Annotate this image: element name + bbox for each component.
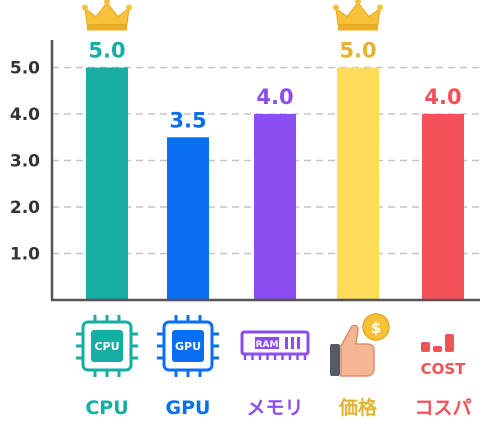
cost-bar	[445, 334, 454, 352]
thumb-hand	[340, 324, 375, 377]
cpu-chip-icon: CPU	[76, 315, 138, 377]
ram-cell	[291, 337, 294, 349]
data-label: 4.0	[424, 85, 461, 109]
gpu-chip-icon: GPU	[157, 315, 219, 377]
bar	[167, 137, 209, 300]
data-label: 3.5	[169, 108, 206, 132]
crown-band	[338, 24, 378, 31]
chip-core	[172, 330, 204, 362]
ram-module-icon: RAM	[240, 330, 310, 360]
bar	[86, 67, 128, 300]
y-tick-label: 2.0	[10, 198, 40, 218]
crown-body	[84, 1, 130, 25]
data-label: 5.0	[88, 39, 125, 63]
crown-jewel	[333, 4, 339, 11]
data-label: 4.0	[256, 85, 293, 109]
crown-jewel	[82, 4, 88, 11]
cost-bars-icon: COST	[421, 334, 467, 378]
coin-symbol: $	[371, 319, 381, 337]
cost-bar	[421, 342, 430, 352]
crown-jewel	[104, 0, 110, 5]
crown-icon	[82, 0, 132, 31]
category-label: CPU	[85, 397, 128, 419]
ram-chip	[255, 337, 279, 349]
category-label: 価格	[338, 396, 378, 419]
coin	[362, 313, 390, 341]
ram-cell	[297, 337, 300, 349]
bar	[422, 114, 464, 300]
category-label: コスパ	[414, 397, 471, 419]
crown-jewel	[377, 4, 383, 11]
y-tick-label: 5.0	[10, 59, 40, 79]
y-tick-label: 4.0	[10, 105, 40, 125]
category-label: メモリ	[246, 397, 303, 419]
bar	[337, 67, 379, 300]
cost-bar	[433, 346, 442, 352]
thumbs-up-coin-icon: $	[330, 313, 390, 377]
category-label: GPU	[166, 397, 211, 419]
chip-label: GPU	[175, 340, 201, 353]
crown-band	[87, 24, 127, 31]
cost-label: COST	[421, 360, 467, 378]
chip-label: CPU	[94, 340, 119, 353]
y-tick-label: 3.0	[10, 152, 40, 172]
bar	[254, 114, 296, 300]
y-tick-label: 1.0	[10, 245, 40, 265]
chip-core	[91, 330, 123, 362]
crown-icon	[333, 0, 383, 31]
thumb-cuff	[330, 344, 340, 376]
data-label: 5.0	[339, 39, 376, 63]
crown-jewel	[355, 0, 361, 5]
crown-jewel	[126, 4, 132, 11]
crown-body	[335, 1, 381, 25]
ram-label: RAM	[256, 340, 279, 350]
ram-cell	[285, 337, 288, 349]
